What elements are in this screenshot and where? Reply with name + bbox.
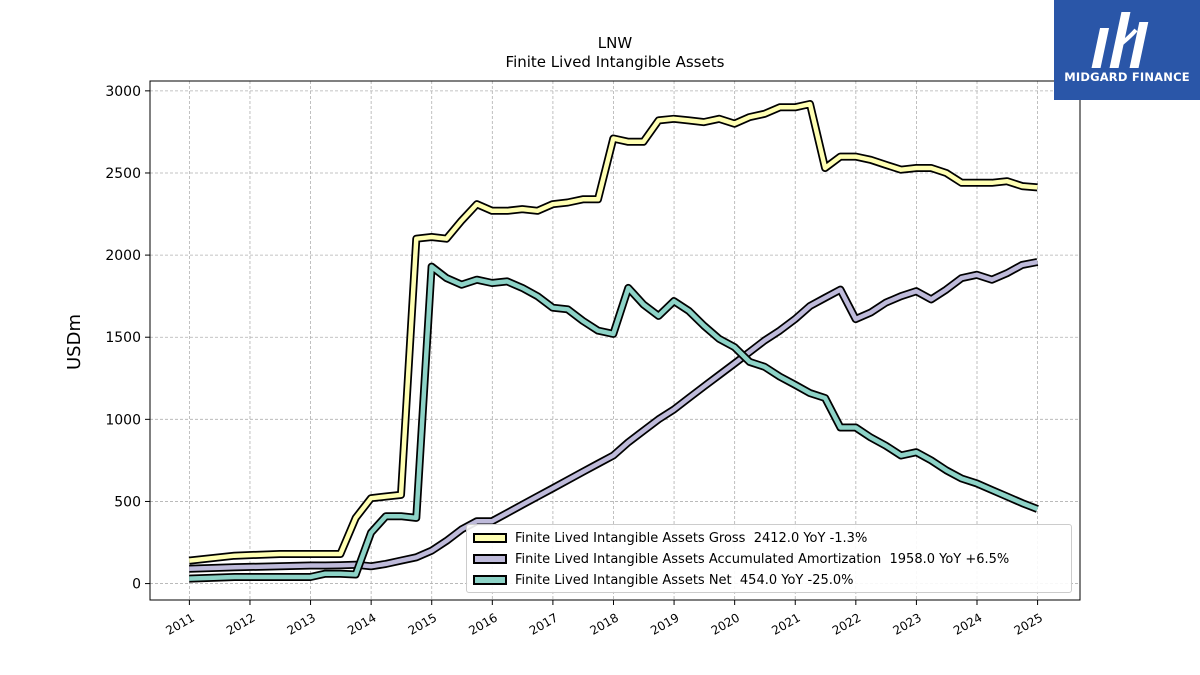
x-tick-label: 2018	[588, 610, 621, 637]
y-axis-label: USDm	[64, 314, 85, 370]
plot-area-frame	[149, 80, 1081, 601]
y-tick-label: 500	[114, 494, 141, 510]
legend-item-net: Finite Lived Intangible Assets Net 454.0…	[473, 572, 854, 588]
x-tick-label: 2021	[769, 610, 802, 637]
x-tick-label: 2014	[345, 610, 378, 637]
brand-name: MIDGARD FINANCE	[1064, 70, 1190, 84]
legend-swatch-net	[473, 575, 507, 585]
x-tick-label: 2012	[224, 610, 257, 637]
chart-subtitle: Finite Lived Intangible Assets	[506, 53, 725, 71]
legend: Finite Lived Intangible Assets Gross 241…	[466, 524, 1072, 593]
legend-swatch-gross	[473, 533, 507, 543]
legend-item-amortization: Finite Lived Intangible Assets Accumulat…	[473, 551, 1009, 567]
legend-swatch-amortization	[473, 554, 507, 564]
y-tick-label: 0	[132, 577, 141, 593]
y-tick-label: 1000	[105, 412, 141, 428]
y-tick-label: 2000	[105, 248, 141, 264]
series-group	[188, 100, 1039, 583]
legend-label-amortization: Finite Lived Intangible Assets Accumulat…	[515, 551, 1010, 567]
series-line-gross	[188, 101, 1038, 563]
x-tick-label: 2019	[648, 610, 681, 637]
x-tick-label: 2013	[285, 610, 318, 637]
x-tick-label: 2011	[163, 610, 196, 637]
x-tick-label: 2015	[406, 610, 439, 637]
y-tick-label: 1500	[105, 330, 141, 346]
brand-logo: MIDGARD FINANCE	[1054, 0, 1200, 100]
y-tick-label: 2500	[105, 166, 141, 182]
series-line-amortization	[189, 259, 1038, 572]
grid	[150, 81, 1080, 600]
legend-label-gross: Finite Lived Intangible Assets Gross 241…	[515, 530, 868, 546]
x-tick-label: 2023	[890, 610, 923, 637]
x-tick-label: 2020	[709, 610, 742, 637]
x-tick-label: 2022	[830, 610, 863, 637]
y-tick-label: 3000	[105, 84, 141, 100]
x-tick-label: 2025	[1012, 610, 1045, 637]
legend-label-net: Finite Lived Intangible Assets Net 454.0…	[515, 572, 854, 588]
x-tick-label: 2016	[466, 610, 499, 637]
chart-title: LNW	[598, 34, 633, 52]
x-tick-label: 2024	[951, 610, 984, 637]
series-line-net	[189, 264, 1039, 581]
legend-item-gross: Finite Lived Intangible Assets Gross 241…	[473, 530, 867, 546]
brand-mark-icon	[1091, 12, 1149, 68]
x-tick-label: 2017	[527, 610, 560, 637]
